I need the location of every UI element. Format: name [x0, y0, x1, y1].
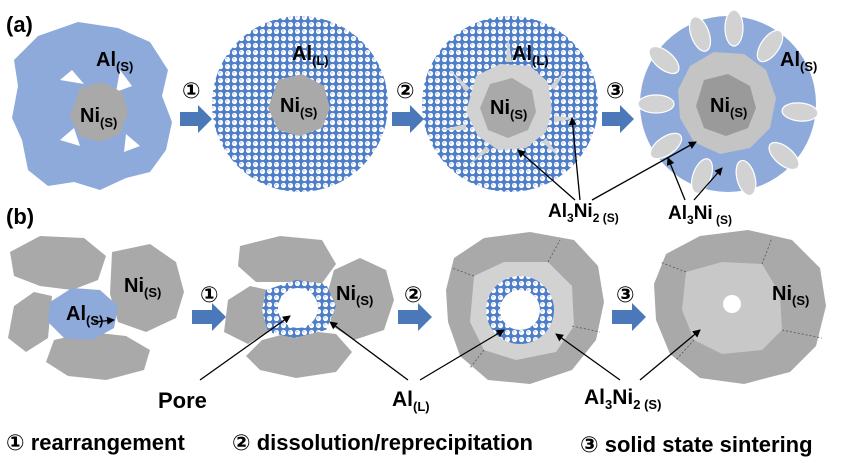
- al3ni2-needle-1: [450, 70, 470, 92]
- grain-boundary: [781, 329, 823, 339]
- grain-boundary: [761, 237, 773, 265]
- panel-b-tag: (b): [6, 204, 34, 229]
- a1-gap-4: [124, 134, 140, 152]
- b-stage3: [446, 232, 604, 384]
- b-pore-label: Pore: [158, 388, 207, 413]
- panel-a-tag: (a): [6, 12, 33, 37]
- a-stage4: Al(S) Ni(S): [637, 9, 819, 197]
- grain-boundaries: [451, 239, 601, 369]
- pore: [723, 295, 741, 313]
- b1-ni-label: Ni(S): [124, 275, 161, 300]
- b-process-arrow-3: [612, 303, 646, 331]
- leader-line: [693, 167, 723, 201]
- leader-line: [639, 329, 701, 381]
- a-callouts: [517, 117, 723, 201]
- ni-particle: [238, 236, 336, 286]
- legend-dissolution: ② dissolution/reprecipitation: [232, 430, 533, 455]
- b-stage4: Ni(S): [654, 230, 826, 384]
- a-process-arrow-2: [392, 105, 424, 133]
- ni-particle: [480, 78, 536, 138]
- b-al-liquid-label: Al(L): [392, 388, 430, 414]
- a2-ni-label: Ni(S): [280, 95, 317, 120]
- grain-boundary: [571, 325, 601, 333]
- leader-line: [666, 157, 686, 201]
- b-step2-label: ②: [404, 282, 423, 307]
- grain-boundary: [675, 339, 695, 361]
- al3ni-grain-9: [781, 102, 819, 122]
- legend-solid-state-sintering: ③ solid state sintering: [580, 432, 813, 457]
- al3ni2-needle-7: [506, 36, 512, 62]
- leader-line: [517, 149, 576, 201]
- a2-al-label: Al(L): [292, 43, 329, 68]
- ni-particle: [8, 292, 52, 352]
- al3ni-grain-5: [649, 132, 683, 160]
- leader-line: [568, 117, 581, 201]
- al3ni-grain-4: [637, 94, 675, 114]
- a-process-arrow-1: [180, 105, 212, 133]
- a-step1-label: ①: [182, 78, 201, 103]
- a3-ni-label: Ni(S): [490, 97, 527, 122]
- b1-al-label: Al(S): [66, 303, 103, 328]
- a1-gap-2: [116, 70, 132, 92]
- b-callouts: [93, 315, 701, 381]
- a3-al-label: Al(L): [512, 43, 549, 68]
- a-stage2: Al(L) Ni(S): [212, 16, 388, 192]
- ni-particle: [46, 332, 150, 380]
- ni-particle: [268, 74, 330, 136]
- ni-particle: [224, 286, 270, 344]
- grain-boundaries: [659, 237, 823, 361]
- b-step3-label: ③: [616, 282, 635, 307]
- a1-ni-label: Ni(S): [80, 105, 117, 130]
- a4-ni-label: Ni(S): [710, 95, 747, 120]
- leader-line: [555, 333, 621, 381]
- b-stage2: Ni(S): [224, 236, 394, 378]
- ni-particle: [326, 258, 394, 340]
- al-particle: [48, 288, 118, 340]
- legend-rearrangement: ① rearrangement: [6, 430, 185, 455]
- a-step3-label: ③: [606, 78, 625, 103]
- pore: [278, 288, 318, 328]
- a1-gap-3: [60, 128, 80, 146]
- grain-boundary: [659, 261, 687, 273]
- leader-line: [329, 321, 409, 381]
- b-process-arrow-1: [192, 303, 226, 331]
- pore: [500, 290, 540, 330]
- b-stage1: Al(S) Ni(S): [8, 236, 184, 380]
- leader-line: [591, 141, 697, 201]
- a-process-arrow-3: [602, 105, 634, 133]
- b-process-arrow-2: [398, 303, 432, 331]
- ni-particle: [246, 330, 352, 378]
- ni-particle: [696, 74, 756, 136]
- leader-line: [199, 315, 291, 381]
- al3ni-grain-2: [724, 9, 744, 47]
- grain-boundary: [547, 239, 561, 263]
- a4-al-label: Al(S): [780, 49, 817, 74]
- b-al3ni2-label: Al3Ni2 (S): [584, 386, 661, 412]
- al3ni2-needle-2: [440, 124, 466, 130]
- ni-particle: [10, 236, 106, 290]
- al3ni-grain-7: [735, 159, 757, 197]
- a1-al-label: Al(S): [96, 49, 133, 74]
- al3ni-grain-1: [688, 16, 712, 52]
- b-step1-label: ①: [200, 282, 219, 307]
- al3ni-grain-3: [648, 45, 680, 75]
- a-al3ni-label: Al3Ni (S): [668, 203, 732, 227]
- al3ni-grain-8: [768, 141, 800, 171]
- b2-ni-label: Ni(S): [336, 283, 373, 308]
- ni-particle: [70, 82, 128, 142]
- leader-line: [93, 316, 115, 325]
- a1-gap-1: [60, 70, 84, 84]
- al3ni2-needle-6: [542, 138, 560, 158]
- leader-line: [419, 329, 505, 381]
- al3ni-grain-10: [756, 29, 784, 63]
- al3ni2-needle-5: [470, 146, 490, 164]
- a-step2-label: ②: [396, 78, 415, 103]
- al3ni2-needle-3: [550, 70, 566, 90]
- a-stage3: Al(L) Ni(S): [422, 16, 598, 192]
- a-stage1: Al(S) Ni(S): [12, 22, 172, 190]
- ni-particle: [110, 244, 184, 332]
- a-al3ni2-label: Al3Ni2 (S): [548, 201, 619, 225]
- b4-ni-label: Ni(S): [772, 283, 809, 308]
